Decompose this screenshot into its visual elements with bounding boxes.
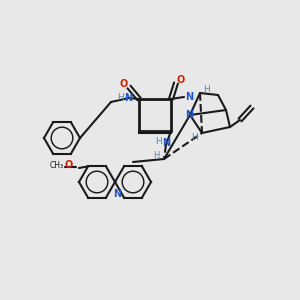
Text: O: O — [177, 75, 185, 85]
Text: N: N — [185, 92, 193, 102]
Text: O: O — [65, 160, 73, 170]
Text: O: O — [120, 79, 128, 89]
Text: H: H — [156, 137, 162, 146]
Text: N: N — [162, 138, 170, 148]
Text: H: H — [190, 133, 197, 142]
Text: H: H — [118, 92, 124, 101]
Text: H: H — [202, 85, 209, 94]
Text: N: N — [113, 189, 122, 199]
Text: N: N — [185, 110, 193, 120]
Text: CH₃: CH₃ — [50, 160, 64, 169]
Text: H: H — [153, 152, 159, 160]
Text: N: N — [124, 93, 132, 103]
